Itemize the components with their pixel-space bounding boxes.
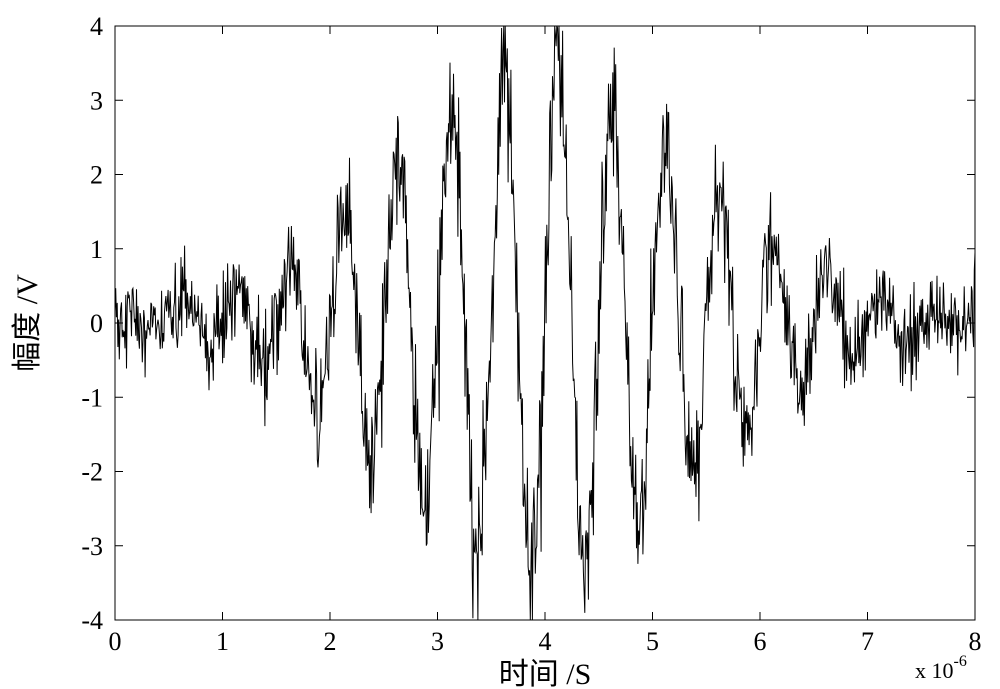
x-tick-label: 2: [324, 627, 337, 656]
x-axis-label: 时间 /S: [499, 658, 592, 689]
y-tick-label: 2: [90, 161, 103, 190]
signal-chart: 0 1 2 3 4 5 6 7 8 -4 -3 -2 -1 0 1 2 3 4 时间 /S 幅度 /V x 10…: [0, 0, 1000, 689]
y-tick-label: -1: [81, 383, 103, 412]
y-tick-label: 4: [90, 12, 103, 41]
chart-container: 0 1 2 3 4 5 6 7 8 -4 -3 -2 -1 0 1 2 3 4 时间 /S 幅度 /V x 10…: [0, 0, 1000, 689]
x-tick-label: 8: [969, 627, 982, 656]
x-tick-label: 5: [646, 627, 659, 656]
y-tick-label: -4: [81, 606, 103, 635]
y-tick-label: -3: [81, 532, 103, 561]
x-tick-label: 4: [539, 627, 552, 656]
x-tick-label: 1: [216, 627, 229, 656]
y-axis-label: 幅度 /V: [11, 274, 44, 372]
y-tick-label: 0: [90, 309, 103, 338]
x-axis-exponent: x 10-6: [915, 653, 967, 683]
y-tick-label: -2: [81, 458, 103, 487]
signal-line: [115, 26, 975, 620]
x-tick-label: 3: [431, 627, 444, 656]
y-tick-label: 3: [90, 86, 103, 115]
x-tick-label: 0: [109, 627, 122, 656]
y-tick-label: 1: [90, 235, 103, 264]
x-tick-label: 7: [861, 627, 874, 656]
x-tick-label: 6: [754, 627, 767, 656]
